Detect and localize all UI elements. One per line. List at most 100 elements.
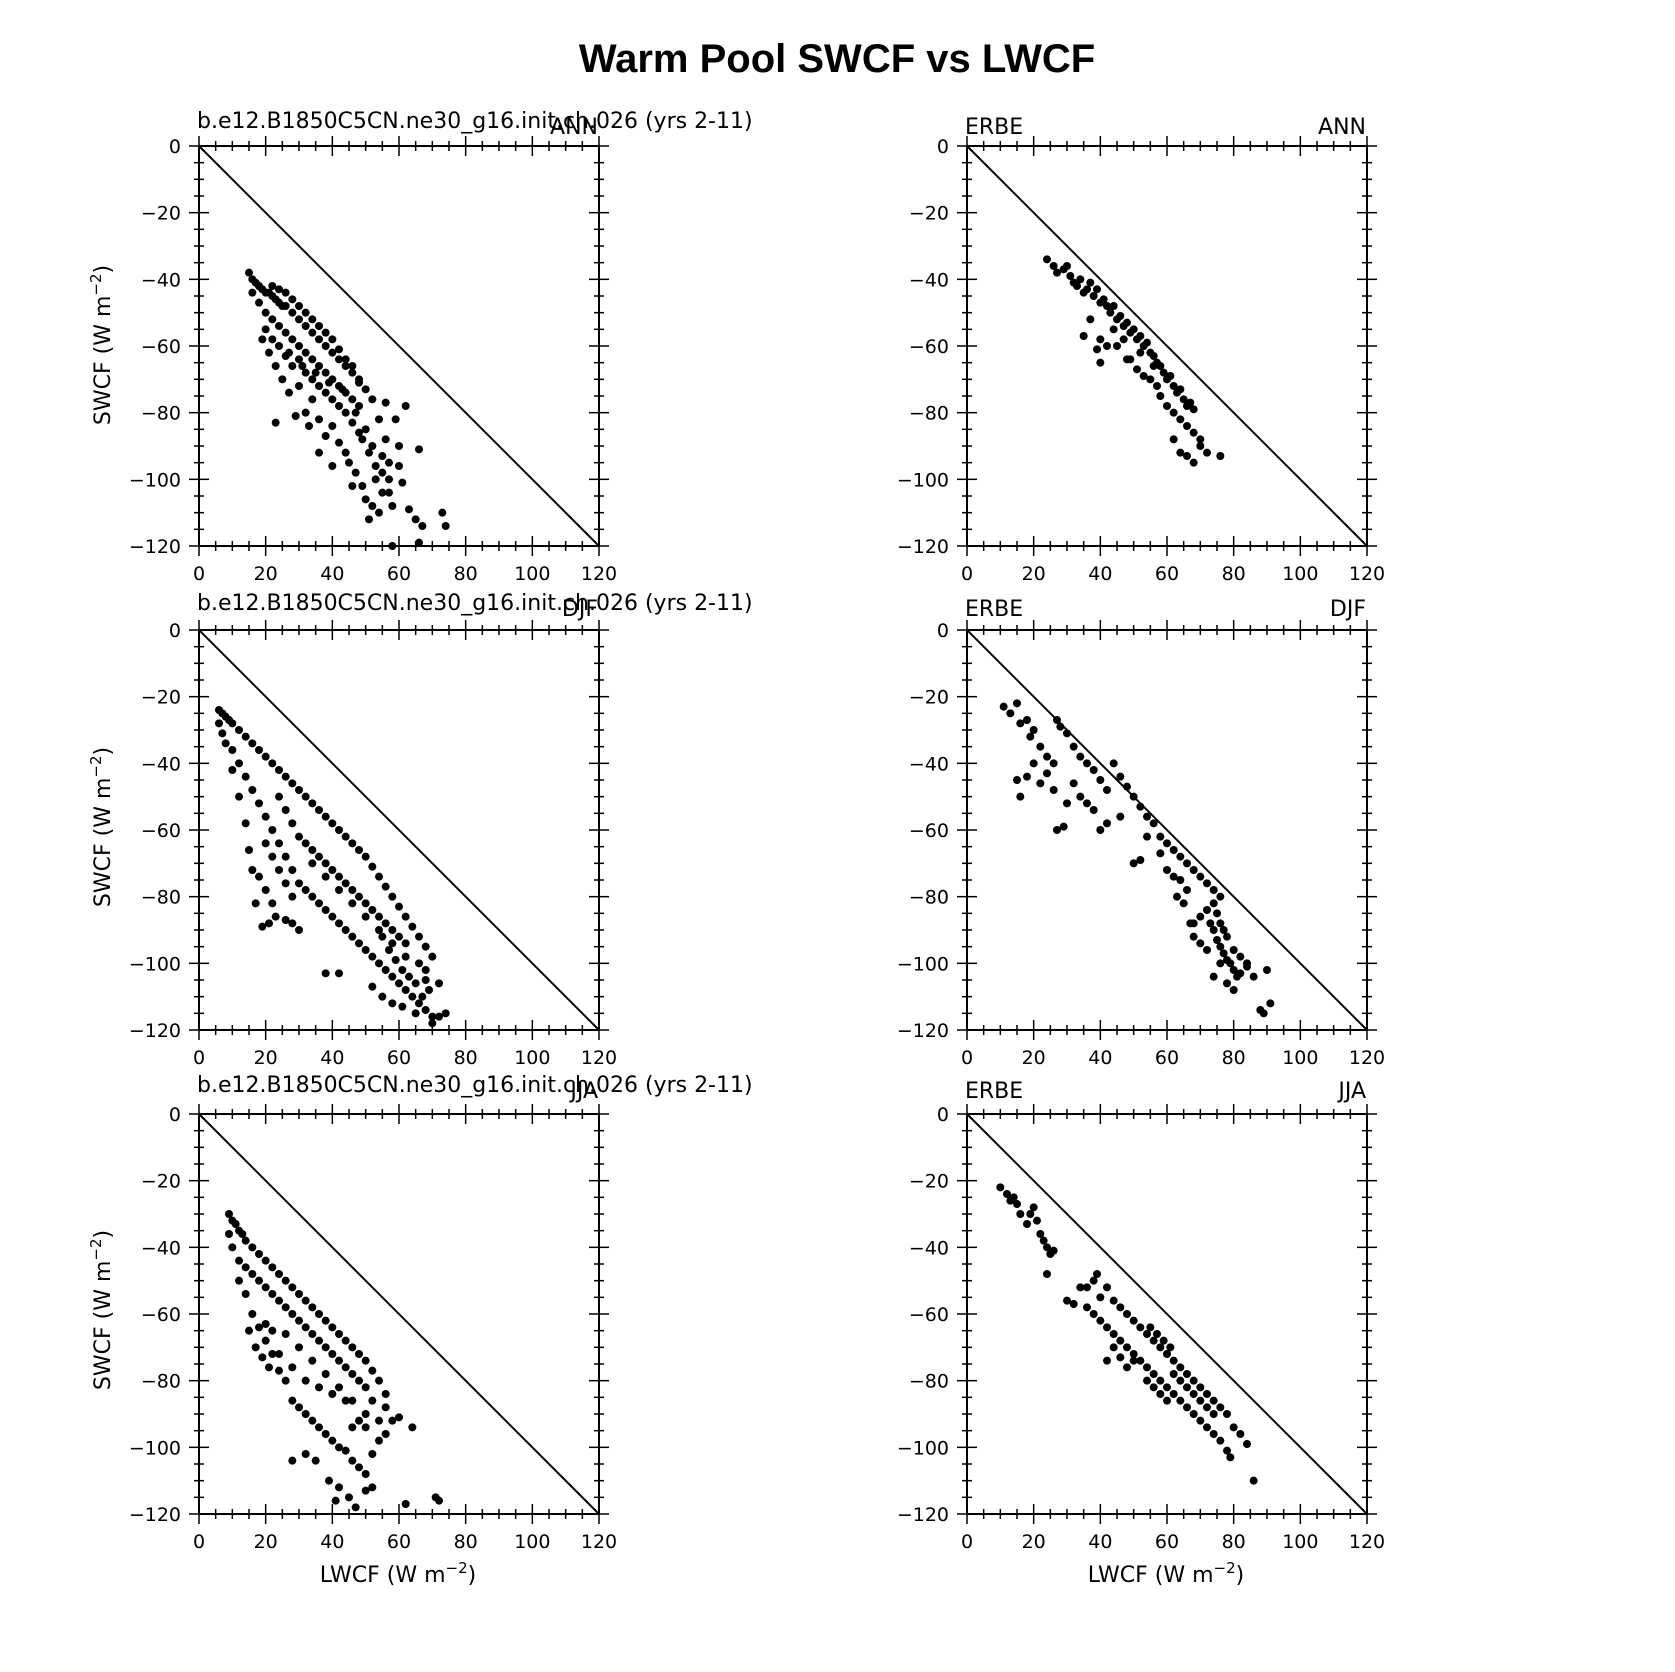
data-point	[1203, 906, 1211, 914]
data-point	[368, 395, 377, 404]
x-tick-label: 40	[320, 1047, 344, 1069]
data-point	[1183, 1403, 1191, 1412]
data-point	[1183, 1370, 1191, 1378]
data-point	[1143, 832, 1151, 841]
data-point	[1116, 1303, 1125, 1312]
x-tick-label: 120	[1349, 563, 1385, 585]
data-point	[1169, 1370, 1178, 1378]
data-point	[1203, 1390, 1211, 1398]
y-tick-label: −80	[141, 403, 181, 425]
data-point	[335, 886, 343, 894]
data-point	[248, 288, 257, 297]
data-point	[348, 362, 357, 370]
data-point	[281, 806, 290, 814]
data-point	[285, 348, 293, 357]
data-point	[275, 766, 283, 774]
data-point	[1219, 949, 1228, 958]
data-point	[308, 799, 317, 808]
data-point	[1123, 1310, 1131, 1318]
data-point	[1083, 759, 1091, 768]
data-point	[301, 792, 310, 801]
data-point	[1089, 292, 1098, 300]
data-point	[395, 902, 403, 911]
data-point	[355, 1463, 363, 1472]
data-point	[288, 779, 297, 788]
data-point	[268, 1326, 277, 1335]
data-point	[308, 315, 317, 324]
panel-season-label: DJF	[1330, 597, 1366, 622]
data-point	[1169, 408, 1178, 417]
data-point	[401, 986, 410, 994]
data-point	[1243, 959, 1251, 968]
data-point	[1189, 932, 1198, 941]
panel-model-ann: b.e12.B1850C5CN.ne30_g16.init.ch.026 (yr…	[87, 109, 753, 585]
x-tick-label: 60	[1155, 1531, 1179, 1553]
data-point	[1209, 972, 1218, 981]
x-tick-label: 60	[387, 1047, 411, 1069]
data-point	[1156, 392, 1165, 400]
data-point	[1179, 899, 1188, 908]
y-tick-label: −120	[897, 536, 949, 558]
data-point	[1043, 1243, 1051, 1252]
y-tick-label: −40	[141, 1237, 181, 1259]
data-point	[361, 495, 370, 504]
data-point	[385, 458, 393, 467]
data-point	[1236, 969, 1245, 978]
data-point	[275, 285, 283, 294]
data-point	[315, 1423, 323, 1432]
panel-obs-ann: ERBE ANN 0 20 40 60 80 100 120 0 −20 −40 −60 −80 −10…	[897, 115, 1385, 585]
data-point	[1083, 1303, 1091, 1312]
data-point	[1123, 782, 1131, 791]
data-point	[1106, 308, 1115, 317]
data-point	[321, 906, 330, 914]
data-point	[388, 939, 397, 948]
data-point	[355, 892, 363, 901]
data-point	[335, 402, 343, 410]
data-point	[1059, 822, 1068, 831]
data-point	[275, 839, 283, 848]
y-tick-label: −60	[141, 336, 181, 358]
data-point	[275, 792, 283, 801]
x-tick-label: 40	[320, 563, 344, 585]
data-point	[355, 402, 363, 410]
data-point	[1209, 899, 1218, 908]
data-point	[1159, 368, 1168, 377]
data-point	[361, 852, 370, 861]
data-point	[1129, 792, 1138, 801]
data-point	[348, 1343, 357, 1352]
data-point	[235, 1256, 243, 1265]
data-point	[321, 1430, 330, 1438]
x-tick-label: 0	[193, 1531, 205, 1553]
data-point	[381, 1403, 390, 1412]
data-point	[391, 415, 400, 424]
data-point	[1169, 435, 1178, 444]
data-point	[1196, 939, 1205, 948]
x-tick-label: 120	[581, 1531, 617, 1553]
data-point	[371, 462, 380, 470]
y-tick-label: −100	[129, 1437, 181, 1459]
data-point	[1109, 759, 1118, 768]
data-point	[1149, 1383, 1158, 1392]
data-point	[1216, 942, 1225, 951]
y-tick-label: −120	[129, 1504, 181, 1526]
data-point	[328, 348, 337, 357]
data-point	[1079, 332, 1088, 340]
data-point	[1049, 262, 1058, 270]
data-point	[411, 1009, 420, 1018]
data-point	[268, 1350, 277, 1358]
x-tick-label: 20	[1022, 563, 1046, 585]
data-point	[1136, 802, 1145, 811]
data-point	[1166, 372, 1175, 380]
data-point	[388, 1416, 397, 1425]
data-point	[235, 726, 243, 734]
y-tick-label: −60	[141, 820, 181, 842]
data-point	[1143, 338, 1151, 347]
data-point	[1189, 428, 1198, 437]
data-point	[405, 972, 413, 981]
data-point	[361, 1410, 370, 1418]
data-point	[328, 335, 337, 344]
data-point	[321, 872, 330, 881]
data-point	[281, 879, 290, 888]
data-point	[1229, 966, 1238, 974]
data-point	[1043, 255, 1051, 264]
